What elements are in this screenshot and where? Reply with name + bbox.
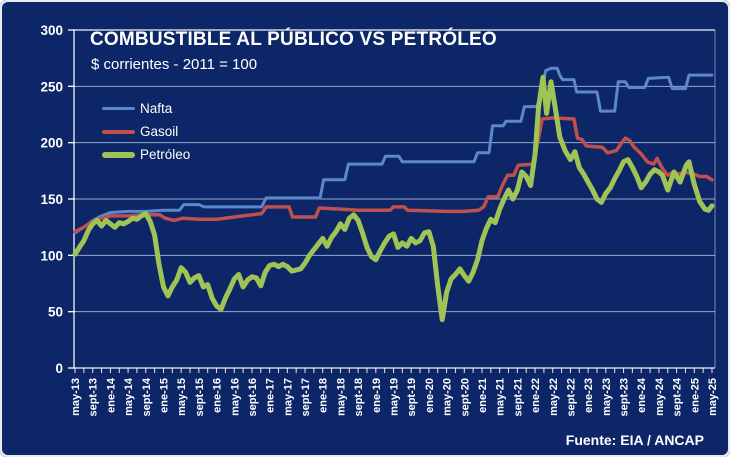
legend-item-nafta: Nafta bbox=[102, 97, 190, 120]
x-axis-label: may-16 bbox=[229, 378, 241, 416]
x-axis-label: sept-23 bbox=[619, 378, 631, 417]
x-axis-label: may-14 bbox=[123, 377, 135, 416]
x-axis-label: sept-20 bbox=[459, 378, 471, 417]
x-axis-label: sept-22 bbox=[565, 378, 577, 417]
x-axis-label: ene-17 bbox=[265, 378, 277, 413]
x-axis-label: may-20 bbox=[442, 378, 454, 416]
chart-legend: Nafta Gasoil Petróleo bbox=[102, 97, 190, 166]
series-line-nafta bbox=[73, 66, 714, 235]
legend-swatch bbox=[102, 129, 135, 134]
y-axis-label: 100 bbox=[40, 248, 63, 263]
x-axis-label: ene-23 bbox=[583, 378, 595, 413]
legend-label: Petróleo bbox=[140, 147, 191, 162]
x-axis-label: ene-18 bbox=[318, 378, 330, 413]
y-axis-label: 300 bbox=[40, 23, 63, 38]
x-axis-label: may-24 bbox=[654, 377, 666, 416]
y-axis-label: 50 bbox=[48, 305, 63, 320]
chart-title: COMBUSTIBLE AL PÚBLICO VS PETRÓLEO bbox=[90, 29, 497, 50]
x-axis-label: sept-24 bbox=[672, 377, 684, 416]
y-axis-label: 0 bbox=[55, 361, 63, 376]
x-axis-label: sept-19 bbox=[406, 378, 418, 417]
x-axis-label: ene-16 bbox=[212, 378, 224, 413]
x-axis-label: may-25 bbox=[707, 378, 719, 416]
series-line-gasoil bbox=[73, 116, 714, 234]
legend-item-gasoil: Gasoil bbox=[102, 120, 190, 143]
y-axis-label: 250 bbox=[40, 79, 63, 94]
series-line-petrleo bbox=[72, 74, 715, 323]
x-axis-label: ene-25 bbox=[689, 378, 701, 413]
x-axis-label: sept-16 bbox=[247, 378, 259, 417]
x-axis-label: may-13 bbox=[70, 378, 82, 416]
x-axis-label: ene-15 bbox=[158, 378, 170, 413]
legend-label: Gasoil bbox=[140, 124, 179, 139]
x-axis-label: ene-21 bbox=[477, 378, 489, 413]
x-axis-label: may-19 bbox=[389, 378, 401, 416]
x-axis-label: ene-19 bbox=[371, 378, 383, 413]
legend-swatch bbox=[102, 107, 135, 110]
x-axis-label: ene-14 bbox=[105, 377, 117, 413]
x-axis-label: sept-18 bbox=[353, 378, 365, 417]
x-axis-label: sept-21 bbox=[512, 378, 524, 417]
x-axis-label: may-22 bbox=[548, 378, 560, 416]
x-axis-label: ene-20 bbox=[424, 378, 436, 413]
x-axis-label: ene-24 bbox=[636, 377, 648, 413]
x-axis-label: sept-15 bbox=[194, 378, 206, 417]
chart-subtitle: $ corrientes - 2011 = 100 bbox=[91, 56, 258, 73]
legend-swatch bbox=[102, 151, 135, 158]
x-axis-label: may-15 bbox=[176, 378, 188, 416]
x-axis-label: sept-17 bbox=[300, 378, 312, 417]
x-axis-label: may-23 bbox=[601, 378, 613, 416]
x-axis-label: sept-14 bbox=[141, 377, 153, 416]
y-axis-label: 200 bbox=[40, 136, 63, 151]
x-axis-label: may-18 bbox=[335, 378, 347, 416]
legend-item-petrleo: Petróleo bbox=[102, 143, 190, 166]
x-axis-label: may-21 bbox=[495, 378, 507, 416]
source-note: Fuente: EIA / ANCAP bbox=[565, 432, 704, 448]
x-axis-label: may-17 bbox=[282, 378, 294, 416]
x-axis-label: ene-22 bbox=[530, 378, 542, 413]
y-axis-label: 150 bbox=[40, 192, 63, 207]
legend-label: Nafta bbox=[140, 101, 173, 116]
x-axis-label: sept-13 bbox=[88, 378, 100, 417]
